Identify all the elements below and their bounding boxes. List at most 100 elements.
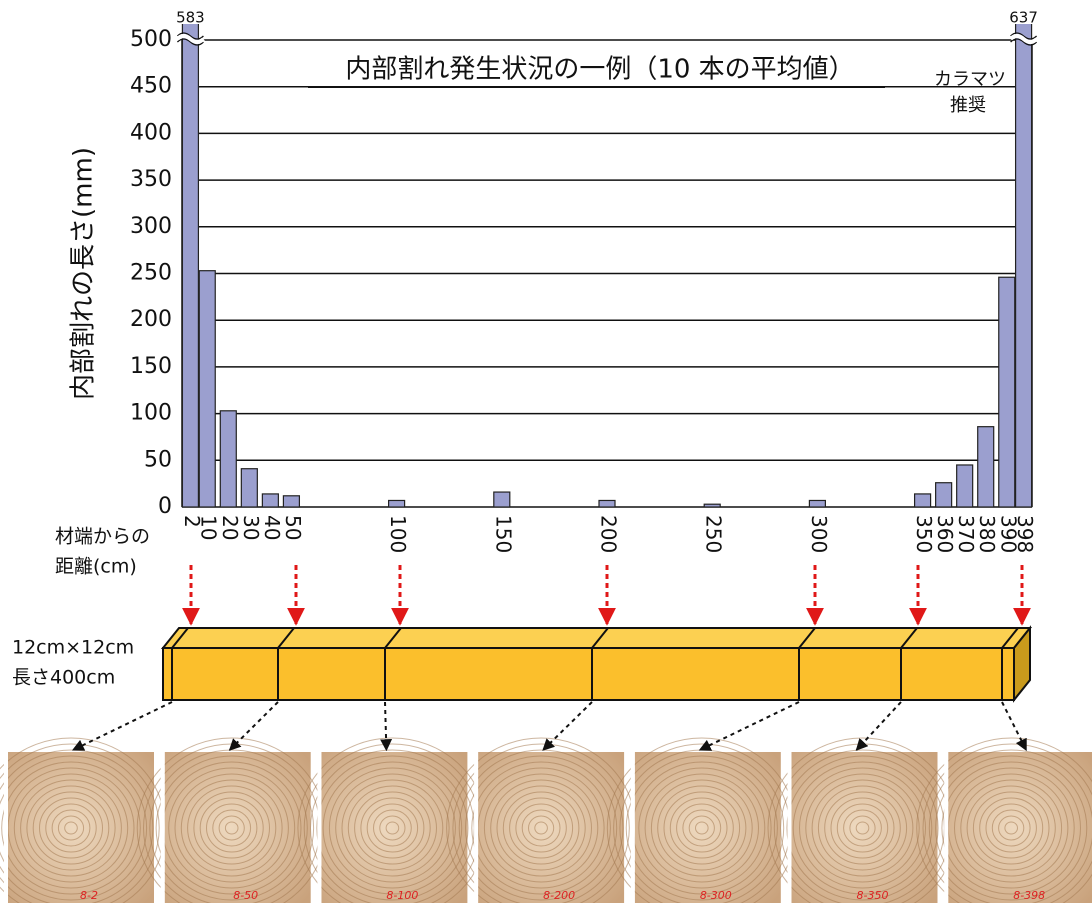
y-tick-label: 250 — [130, 261, 172, 286]
growth-ring — [966, 785, 1056, 871]
growth-ring — [502, 791, 580, 865]
photo-arrow — [71, 701, 173, 751]
growth-ring — [521, 809, 561, 847]
growth-ring — [316, 755, 469, 901]
growth-ring — [496, 785, 586, 871]
growth-ring — [366, 803, 419, 853]
growth-ring — [0, 743, 160, 907]
growth-ring — [960, 779, 1063, 877]
x-tick-label: 398 — [1013, 515, 1037, 553]
x-tick-label: 50 — [281, 515, 305, 540]
photo-arrow — [855, 701, 902, 751]
bars — [181, 24, 1033, 508]
chart-title: 内部割れ発生状況の一例（10 本の平均値） — [345, 55, 854, 85]
growth-ring — [1004, 821, 1019, 835]
growth-ring — [341, 779, 444, 877]
photo-label: 8-200 — [543, 889, 575, 902]
photo-label: 8-300 — [700, 889, 732, 902]
photo-mask — [317, 752, 322, 903]
axis-break — [176, 32, 204, 46]
growth-ring — [922, 743, 1092, 907]
growth-ring — [385, 821, 400, 835]
x-tick-label: 100 — [386, 515, 410, 553]
growth-ring — [954, 773, 1069, 883]
growth-ring — [347, 785, 437, 871]
y-tick-label: 100 — [130, 401, 172, 426]
growth-ring — [20, 779, 122, 877]
growth-ring — [830, 797, 895, 859]
photo — [478, 752, 625, 903]
growth-ring — [805, 773, 920, 883]
y-axis-label: 内部割れの長さ(mm) — [69, 147, 99, 400]
photo — [791, 752, 938, 903]
growth-ring — [224, 821, 239, 835]
photo-label: 8-50 — [233, 889, 258, 902]
y-tick-label: 450 — [130, 74, 172, 99]
y-tick-label: 0 — [158, 494, 172, 519]
photo-label: 8-398 — [1013, 889, 1045, 902]
growth-ring — [199, 797, 264, 859]
growth-ring — [786, 755, 939, 901]
growth-ring — [849, 815, 876, 841]
photo-mask — [474, 752, 479, 903]
x-tick-label: 300 — [807, 515, 831, 553]
beam-caption: 12cm×12cm — [12, 637, 134, 659]
photo-label: 8-100 — [386, 889, 418, 902]
growth-ring — [638, 767, 766, 889]
bar — [703, 503, 721, 508]
growth-ring — [490, 779, 592, 877]
growth-ring — [354, 791, 431, 865]
y-tick-label: 400 — [130, 120, 172, 145]
photo — [8, 752, 154, 903]
beam-caption: 長さ400cm — [12, 667, 115, 689]
x-tick-label: 40 — [260, 515, 284, 540]
axis-break — [1010, 32, 1038, 46]
photo-mask — [4, 752, 8, 903]
growth-ring — [452, 743, 630, 907]
x-tick-label: 390 — [996, 515, 1020, 553]
growth-ring — [168, 767, 296, 889]
growth-ring — [792, 761, 933, 895]
bar — [935, 482, 953, 508]
photo-mask — [160, 752, 165, 903]
growth-ring — [212, 809, 252, 847]
growth-ring — [218, 815, 245, 841]
photo-arrow — [380, 701, 393, 752]
beam — [160, 625, 1033, 703]
y-tick-label: 200 — [130, 307, 172, 332]
photo — [321, 752, 468, 903]
growth-ring — [26, 785, 116, 871]
bar — [998, 276, 1016, 508]
annotation: カラマツ — [934, 69, 1006, 90]
photo-mask — [944, 752, 949, 903]
bar — [1014, 24, 1033, 508]
y-tick-label: 50 — [144, 447, 172, 472]
growth-ring — [373, 809, 412, 847]
bar — [219, 410, 237, 508]
growth-ring — [644, 773, 759, 883]
growth-ring — [817, 785, 908, 871]
growth-ring — [676, 803, 728, 853]
bar — [181, 24, 200, 508]
photo-row: 8-2 8-50 8-100 8-200 8-300 8-350 8-398 — [0, 737, 1092, 907]
growth-ring — [193, 791, 270, 865]
growth-ring — [483, 773, 599, 883]
annotation: 推奨 — [950, 95, 986, 116]
bar — [956, 464, 974, 508]
growth-ring — [464, 755, 618, 901]
growth-ring — [991, 809, 1031, 847]
growth-ring — [688, 815, 715, 841]
photo-arrow — [1001, 701, 1028, 752]
axis-break-gap — [176, 34, 205, 44]
value-label: 583 — [176, 9, 205, 27]
growth-ring — [682, 809, 722, 847]
growth-ring — [45, 803, 97, 853]
growth-ring — [335, 773, 450, 883]
bar — [493, 491, 511, 508]
x-tick-label: 350 — [912, 515, 936, 553]
growth-ring — [836, 803, 889, 853]
growth-ring — [972, 791, 1050, 865]
growth-ring — [528, 815, 555, 841]
x-tick-label: 30 — [239, 515, 263, 540]
